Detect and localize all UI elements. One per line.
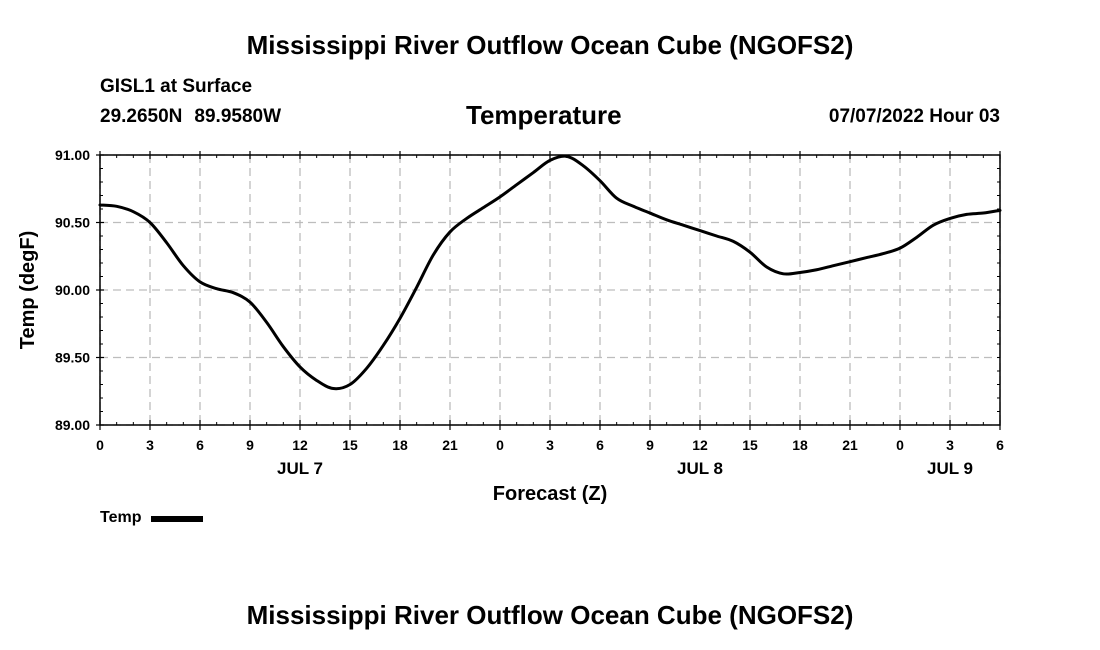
x-tick-label: 12 (692, 437, 708, 453)
x-axis-label: Forecast (Z) (493, 483, 607, 505)
x-tick-label: 3 (146, 437, 154, 453)
legend: Temp (100, 509, 204, 527)
x-tick-label: 3 (946, 437, 954, 453)
x-tick-label: 18 (392, 437, 408, 453)
series-line-temp (98, 154, 1002, 391)
page-title: Mississippi River Outflow Ocean Cube (NG… (246, 30, 854, 60)
coordinates: 29.2650N 89.9580W (100, 106, 281, 128)
legend-swatch (151, 516, 204, 522)
plot-frame (99, 154, 1001, 426)
label-layer: 89.00 89.50 90.00 90.50 91.00 0 3 6 9 12 15 18 21 0 3 6… (55, 147, 1004, 478)
x-tick-label: 12 (292, 437, 308, 453)
y-tick-label: 89.50 (55, 350, 90, 366)
x-day-label: JUL 8 (677, 459, 723, 478)
x-tick-label: 15 (742, 437, 758, 453)
chart-title: Temperature (466, 100, 622, 130)
grid-layer (99, 154, 1001, 426)
footer-title: Mississippi River Outflow Ocean Cube (NG… (246, 600, 854, 630)
x-tick-label: 0 (496, 437, 504, 453)
x-tick-label: 6 (196, 437, 204, 453)
x-tick-label: 0 (896, 437, 904, 453)
x-day-label: JUL 9 (927, 459, 973, 478)
x-tick-label: 0 (96, 437, 104, 453)
x-tick-label: 15 (342, 437, 358, 453)
x-tick-label: 21 (842, 437, 858, 453)
legend-label: Temp (100, 509, 142, 526)
x-tick-label: 9 (646, 437, 654, 453)
forecast-datetime: 07/07/2022 Hour 03 (828, 106, 1000, 127)
x-tick-label: 3 (546, 437, 554, 453)
x-day-label: JUL 7 (277, 459, 323, 478)
x-tick-label: 18 (792, 437, 808, 453)
y-tick-label: 90.00 (55, 282, 90, 298)
y-axis-label: Temp (degF) (17, 231, 39, 350)
x-tick-label: 6 (996, 437, 1004, 453)
y-tick-label: 90.50 (55, 215, 90, 231)
y-tick-label: 91.00 (55, 147, 90, 163)
x-tick-label: 6 (596, 437, 604, 453)
station-label: GISL1 at Surface (100, 76, 253, 97)
latitude-value: 29.2650N (100, 106, 183, 127)
longitude-value: 89.9580W (194, 106, 282, 127)
temperature-chart: 89.00 89.50 90.00 90.50 91.00 0 3 6 9 12 15 18 21 0 3 6… (17, 147, 1004, 505)
x-tick-label: 21 (442, 437, 458, 453)
y-tick-label: 89.00 (55, 417, 90, 433)
x-tick-label: 9 (246, 437, 254, 453)
